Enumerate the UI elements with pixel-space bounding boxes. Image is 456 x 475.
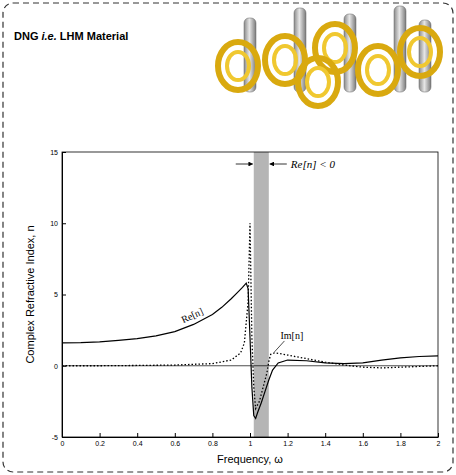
x-tick-label: 1.4 (321, 440, 331, 447)
region-arrow (236, 164, 253, 165)
x-tick: 0.2 (95, 433, 105, 447)
plot-frame (62, 152, 438, 437)
y-tick-label: 10 (50, 220, 58, 227)
region-arrow (270, 164, 287, 165)
x-tick-mark (175, 433, 176, 437)
series-label: Im[n] (280, 330, 303, 341)
y-tick-label: -5 (52, 434, 58, 441)
region-label: Re[n] < 0 (290, 158, 336, 170)
x-tick: 1 (249, 433, 253, 447)
x-tick: 0.4 (133, 433, 143, 447)
x-tick-label: 0.8 (208, 440, 218, 447)
series-label: Re[n] (180, 306, 205, 325)
y-tick: 15 (50, 149, 66, 156)
y-tick: 0 (54, 362, 66, 369)
x-tick-mark (325, 433, 326, 437)
x-tick-mark (250, 433, 251, 437)
x-axis-line (63, 437, 439, 438)
x-tick-mark (438, 433, 439, 437)
x-tick-mark (288, 433, 289, 437)
x-tick-label: 0.4 (133, 440, 143, 447)
ring-inner (274, 46, 296, 74)
x-tick: 1.8 (396, 433, 406, 447)
series-label-leader (274, 341, 284, 352)
x-tick-mark (100, 433, 101, 437)
x-tick-label: 0.2 (95, 440, 105, 447)
x-tick-mark (363, 433, 364, 437)
illustration (218, 6, 440, 106)
ring-outer (400, 28, 440, 76)
y-tick-mark (62, 437, 66, 438)
title-part: LHM (60, 30, 87, 42)
x-tick-label: 2 (437, 440, 441, 447)
y-tick-mark (62, 223, 66, 224)
y-axis-title: Complex Refractive Index, n (24, 225, 36, 363)
ring-outer (298, 58, 338, 106)
ring-inner (307, 68, 329, 96)
y-tick-label: 5 (54, 291, 58, 298)
ring-outer (358, 46, 398, 94)
x-tick-label: 0.6 (170, 440, 180, 447)
y-tick: 10 (50, 220, 66, 227)
panel-border (3, 3, 453, 472)
x-tick: 0.6 (170, 433, 180, 447)
x-tick: 1.6 (358, 433, 368, 447)
y-tick-mark (62, 295, 66, 296)
x-tick: 2 (437, 433, 441, 447)
x-tick: 0.8 (208, 433, 218, 447)
x-tick-label: 1.2 (283, 440, 293, 447)
shaded-region (254, 152, 269, 437)
x-tick-mark (212, 433, 213, 437)
x-axis: 0 0.2 0.4 0.6 0.8 1 1.2 1.4 1.6 1.8 2 (61, 433, 441, 447)
series-line (62, 223, 438, 408)
x-tick-mark (137, 433, 138, 437)
chart-container: DNG i.e. LHM Material 0 0.2 0.4 0.6 0.8 1 1.2 1.… (0, 0, 456, 475)
x-tick-label: 1 (249, 440, 253, 447)
title-part: i.e. (42, 30, 60, 42)
y-tick-mark (62, 366, 66, 367)
chart-svg: DNG i.e. LHM Material 0 0.2 0.4 0.6 0.8 1 1.2 1.… (0, 0, 456, 475)
x-tick: 1.4 (321, 433, 331, 447)
y-tick-label: 15 (50, 149, 58, 156)
y-tick: 5 (54, 291, 66, 298)
x-tick-mark (400, 433, 401, 437)
x-tick-label: 1.6 (358, 440, 368, 447)
title-part: Material (87, 30, 129, 42)
x-tick-label: 0 (61, 440, 65, 447)
ring-inner (409, 38, 431, 66)
y-tick: -5 (52, 434, 66, 441)
series-line (62, 283, 438, 418)
y-tick-label: 0 (54, 362, 58, 369)
x-tick: 1.2 (283, 433, 293, 447)
y-axis: -5 0 5 10 15 (50, 149, 66, 441)
ring-inner (367, 56, 389, 84)
title: DNG i.e. LHM Material (14, 30, 128, 42)
ring-outer (218, 42, 258, 90)
title-part: DNG (14, 30, 42, 42)
x-axis-title: Frequency, ω (217, 453, 283, 465)
ring-inner (227, 52, 249, 80)
y-tick-mark (62, 152, 66, 153)
plot-area (62, 152, 438, 437)
x-tick-label: 1.8 (396, 440, 406, 447)
